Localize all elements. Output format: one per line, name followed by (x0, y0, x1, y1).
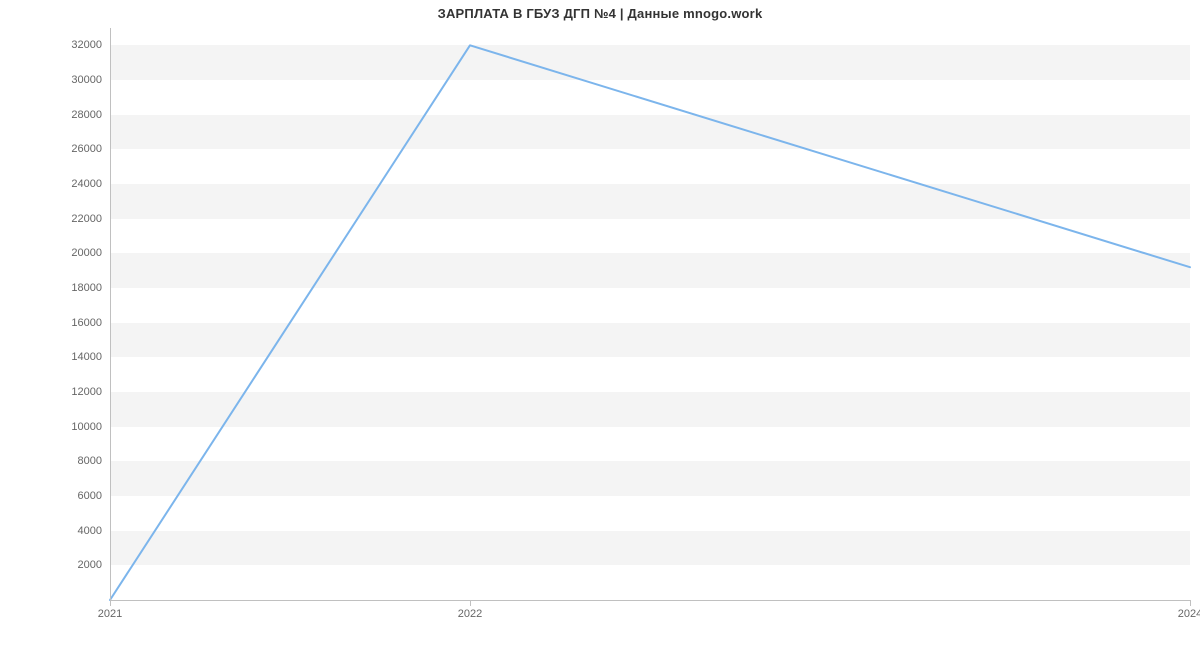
y-tick-label: 18000 (71, 282, 102, 294)
x-tick-label: 2024 (1178, 608, 1200, 620)
y-tick-label: 32000 (71, 39, 102, 51)
y-tick-label: 20000 (71, 247, 102, 259)
salary-chart: ЗАРПЛАТА В ГБУЗ ДГП №4 | Данные mnogo.wo… (0, 0, 1200, 650)
x-tick-label: 2021 (98, 608, 122, 620)
y-tick-label: 12000 (71, 386, 102, 398)
y-tick-label: 22000 (71, 213, 102, 225)
chart-title: ЗАРПЛАТА В ГБУЗ ДГП №4 | Данные mnogo.wo… (0, 6, 1200, 21)
y-axis-line (110, 28, 111, 600)
x-tick-label: 2022 (458, 608, 482, 620)
y-tick-label: 16000 (71, 317, 102, 329)
x-tick-mark (470, 600, 471, 606)
plot-area: 2000400060008000100001200014000160001800… (110, 28, 1190, 600)
y-tick-label: 6000 (78, 490, 102, 502)
x-axis-line (110, 600, 1190, 601)
x-tick-mark (110, 600, 111, 606)
y-tick-label: 8000 (78, 455, 102, 467)
y-tick-label: 30000 (71, 74, 102, 86)
x-tick-mark (1190, 600, 1191, 606)
y-tick-label: 2000 (78, 559, 102, 571)
y-tick-label: 4000 (78, 525, 102, 537)
line-series (110, 28, 1190, 600)
y-tick-label: 10000 (71, 421, 102, 433)
y-tick-label: 14000 (71, 351, 102, 363)
y-tick-label: 26000 (71, 143, 102, 155)
y-tick-label: 24000 (71, 178, 102, 190)
y-tick-label: 28000 (71, 109, 102, 121)
